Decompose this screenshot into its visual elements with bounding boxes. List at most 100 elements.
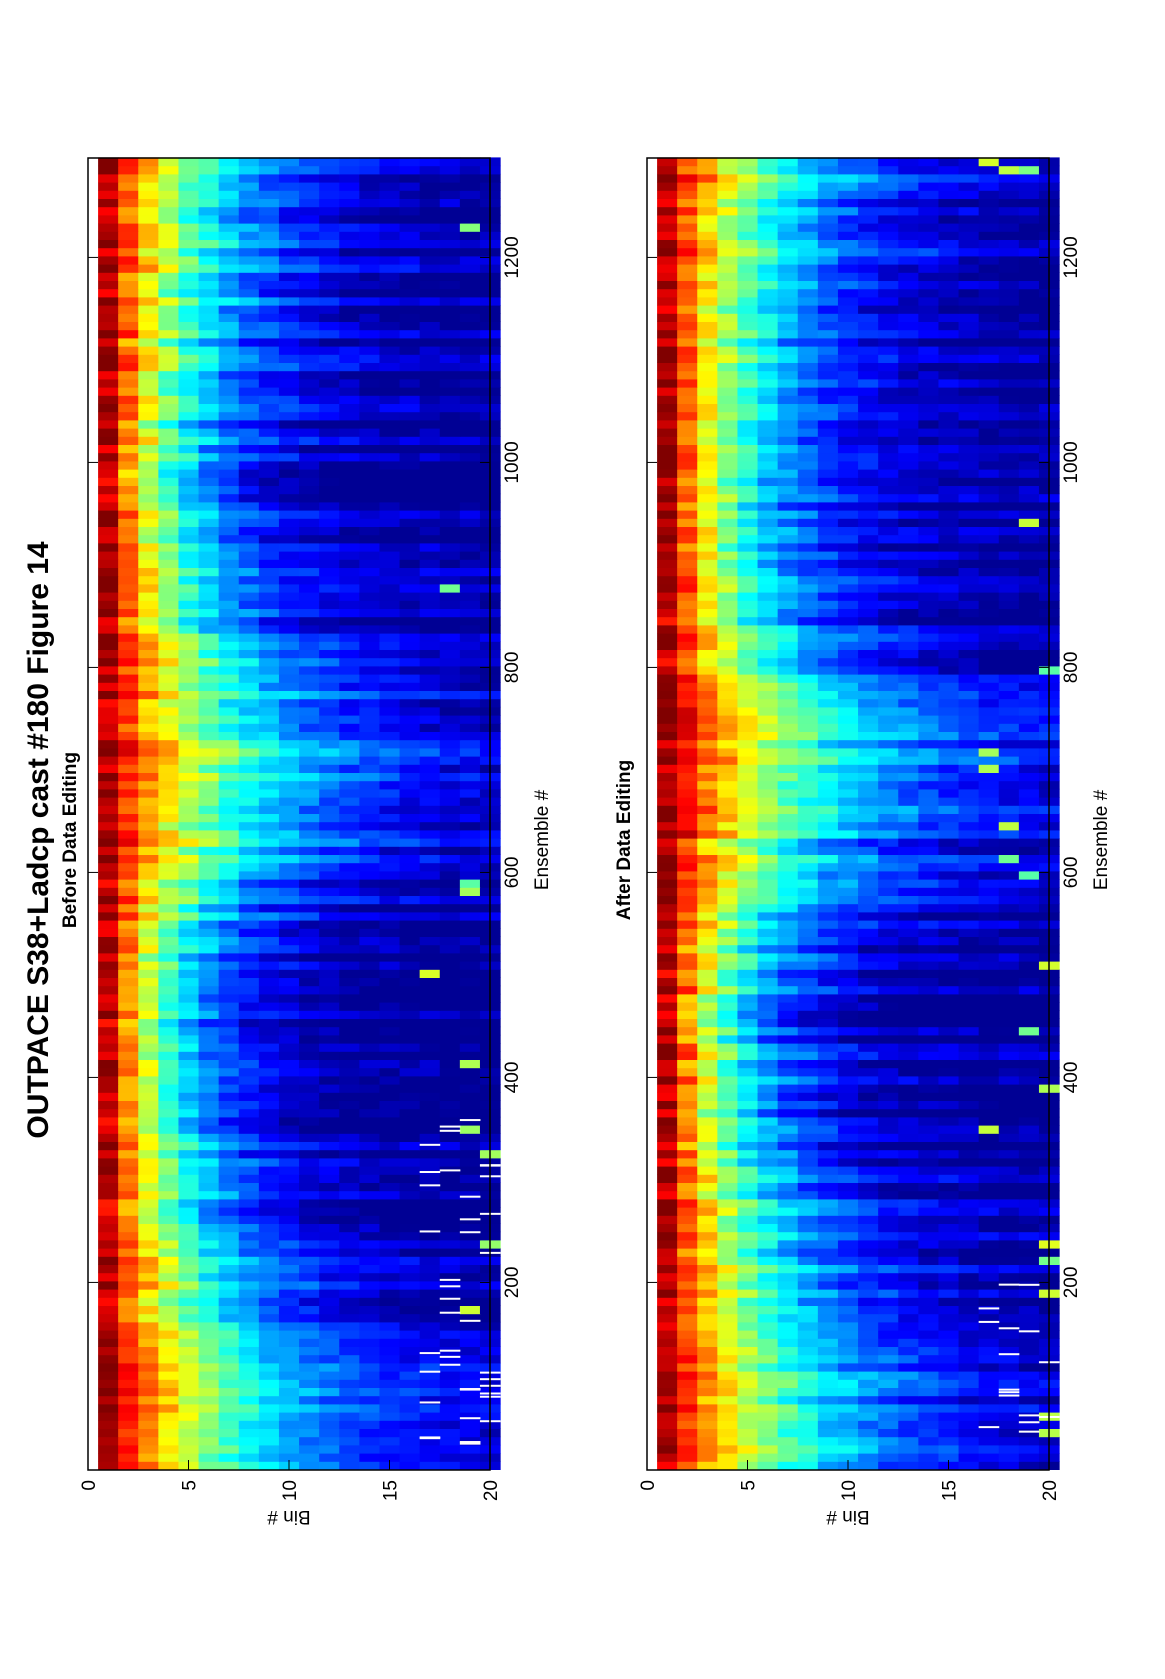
heatmap-cell <box>218 469 240 478</box>
heatmap-cell <box>978 837 1000 847</box>
ensemble-tick-label: 200 <box>502 1267 523 1299</box>
heatmap-cell <box>218 165 240 175</box>
heatmap-cell <box>757 1190 779 1200</box>
heatmap-cell <box>439 723 461 732</box>
heatmap-cell <box>419 223 441 232</box>
heatmap-cell <box>218 673 240 683</box>
heatmap-cell <box>419 485 441 495</box>
heatmap-cell <box>359 1239 381 1249</box>
heatmap-cell <box>657 1083 678 1093</box>
heatmap-cell <box>339 1206 360 1216</box>
heatmap-cell <box>419 247 441 257</box>
heatmap-cell <box>459 337 481 347</box>
heatmap-cell <box>258 1280 280 1290</box>
heatmap-cell <box>657 1420 678 1429</box>
heatmap-cell <box>878 1297 899 1306</box>
heatmap-cell <box>359 501 381 511</box>
heatmap-cell <box>138 616 159 626</box>
heatmap-cell <box>717 1387 739 1397</box>
heatmap-cell <box>359 837 381 847</box>
heatmap-cell <box>858 796 879 806</box>
heatmap-cell <box>118 534 139 544</box>
heatmap-cell <box>399 1305 421 1315</box>
heatmap-cell <box>419 1428 441 1438</box>
heatmap-cell <box>858 870 879 880</box>
heatmap-cell <box>459 1042 481 1052</box>
heatmap-cell <box>138 337 159 347</box>
heatmap-cell <box>178 223 200 232</box>
heatmap-cell <box>379 255 401 265</box>
heatmap-cell <box>359 1018 381 1028</box>
heatmap-cell <box>339 1428 360 1438</box>
heatmap-cell <box>198 1042 220 1052</box>
heatmap-cell <box>118 1444 139 1454</box>
heatmap-cell <box>439 985 461 995</box>
heatmap-cell <box>757 1370 779 1380</box>
heatmap-cell <box>817 1100 839 1110</box>
heatmap-cell <box>918 1157 940 1167</box>
heatmap-cell <box>319 551 340 560</box>
heatmap-cell <box>218 288 240 298</box>
heatmap-cell <box>399 985 421 995</box>
heatmap-cell <box>797 1174 819 1183</box>
heatmap-cell <box>898 1182 919 1192</box>
heatmap-cell <box>858 969 879 978</box>
heatmap-cell <box>757 1428 779 1438</box>
heatmap-cell <box>278 214 300 224</box>
heatmap-cell <box>399 755 421 765</box>
heatmap-cell <box>258 501 280 511</box>
heatmap-cell <box>218 887 240 896</box>
heatmap-cell <box>178 928 200 937</box>
heatmap-cell <box>958 1420 980 1429</box>
heatmap-cell <box>978 821 1000 831</box>
heatmap-cell <box>319 1370 340 1380</box>
heatmap-cell <box>777 1231 799 1241</box>
heatmap-cell <box>998 1239 1020 1249</box>
heatmap-cell <box>817 1395 839 1405</box>
heatmap-cell <box>178 960 200 970</box>
heatmap-cell <box>717 813 739 823</box>
heatmap-cell <box>858 1018 879 1028</box>
heatmap-cell <box>178 1042 200 1052</box>
heatmap-cell <box>419 575 441 585</box>
heatmap-cell <box>299 1059 320 1069</box>
heatmap-cell <box>797 805 819 814</box>
heatmap-cell <box>339 493 360 503</box>
heatmap-cell <box>938 772 960 782</box>
heatmap-cell <box>319 428 340 437</box>
heatmap-cell <box>178 419 200 429</box>
heatmap-cell <box>359 1141 381 1151</box>
heatmap-cell <box>399 633 421 642</box>
heatmap-cell <box>837 1321 859 1331</box>
heatmap-cell <box>817 1297 839 1306</box>
heatmap-cell <box>178 739 200 749</box>
heatmap-cell <box>138 1223 159 1233</box>
heatmap-cell <box>278 772 300 782</box>
heatmap-cell <box>817 1379 839 1388</box>
heatmap-cell <box>978 1165 1000 1175</box>
heatmap-cell <box>258 952 280 962</box>
heatmap-cell <box>399 387 421 396</box>
heatmap-cell <box>98 1239 119 1249</box>
heatmap-cell <box>697 829 718 839</box>
heatmap-cell <box>319 510 340 519</box>
heatmap-cell <box>697 1239 718 1249</box>
heatmap-cell <box>339 1395 360 1405</box>
heatmap-cell <box>118 1297 139 1306</box>
heatmap-cell <box>419 1461 441 1470</box>
heatmap-cell <box>777 952 799 962</box>
heatmap-cell <box>439 518 461 527</box>
heatmap-cell <box>319 993 340 1003</box>
heatmap-cell <box>339 1329 360 1339</box>
data-gap <box>439 1297 461 1300</box>
heatmap-cell <box>419 1387 441 1397</box>
heatmap-cell <box>459 813 481 823</box>
heatmap-cell <box>958 1313 980 1323</box>
heatmap-cell <box>399 846 421 855</box>
heatmap-cell <box>938 1272 960 1282</box>
heatmap-cell <box>697 1067 718 1077</box>
heatmap-cell <box>858 1395 879 1405</box>
heatmap-cell <box>459 165 481 175</box>
heatmap-cell <box>918 1461 940 1470</box>
heatmap-cell <box>238 1280 260 1290</box>
